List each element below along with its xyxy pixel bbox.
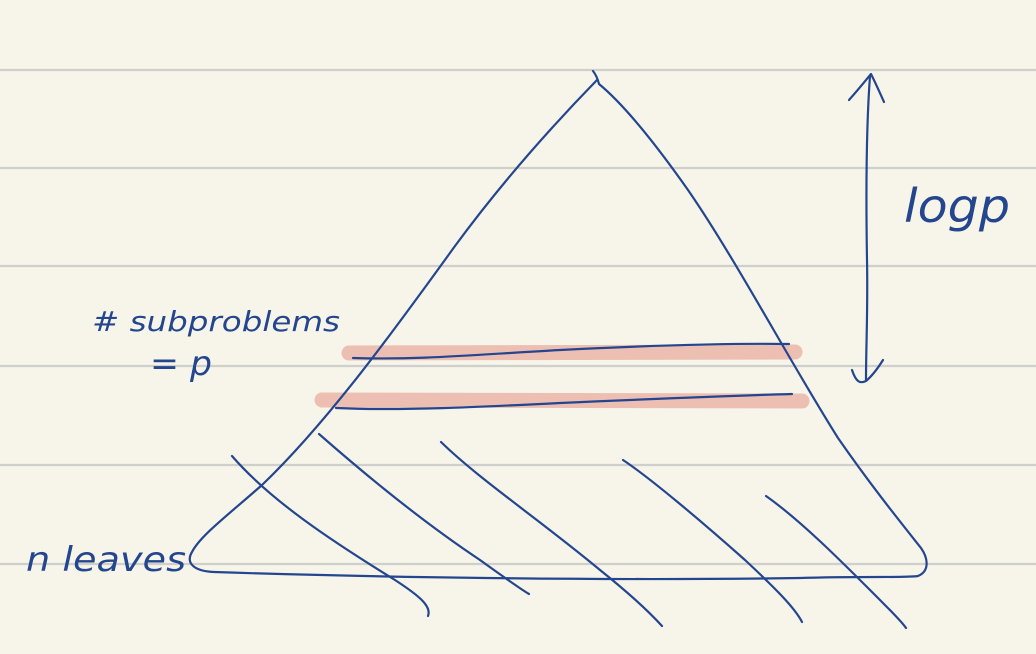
arrow-up-icon: [847, 72, 886, 104]
highlight-band-lower: [314, 392, 810, 409]
level-line-upper: [351, 342, 791, 360]
highlight-band-upper: [341, 344, 803, 361]
height-arrow-shaft: [864, 74, 872, 382]
hatch-stroke: [317, 432, 531, 596]
level-line-lower: [334, 392, 794, 411]
subproblems-equals-label: = p: [150, 344, 212, 384]
arrow-down-icon: [850, 358, 885, 384]
hatch-stroke: [621, 458, 804, 624]
leaves-label: n leaves: [26, 540, 186, 580]
hatch-stroke: [439, 440, 664, 628]
height-arrow: [847, 72, 886, 384]
ruled-lines: [0, 68, 1036, 566]
subproblems-label: # subproblems: [92, 305, 340, 338]
hatch-marks: [230, 432, 908, 630]
hatch-stroke: [230, 454, 430, 618]
height-label: logp: [904, 179, 1010, 233]
hatch-stroke: [764, 494, 908, 630]
